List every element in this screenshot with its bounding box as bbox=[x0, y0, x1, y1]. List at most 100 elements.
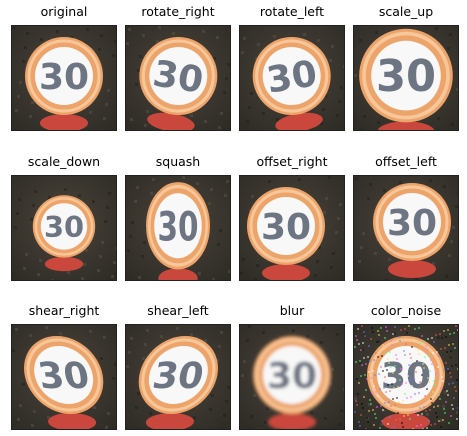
sign-image: 30 bbox=[353, 324, 459, 430]
color-noise-pixel bbox=[417, 349, 419, 351]
sign-digits: 30 bbox=[44, 210, 84, 244]
background-speckle bbox=[432, 262, 435, 265]
color-noise-pixel bbox=[407, 375, 409, 377]
color-noise-pixel bbox=[430, 398, 432, 400]
color-noise-pixel bbox=[418, 392, 420, 394]
background-speckle bbox=[218, 345, 221, 348]
background-speckle bbox=[451, 342, 454, 345]
background-speckle bbox=[89, 111, 92, 114]
background-speckle bbox=[32, 204, 35, 207]
color-noise-pixel bbox=[451, 365, 453, 367]
color-noise-pixel bbox=[455, 364, 457, 366]
color-noise-pixel bbox=[418, 327, 420, 329]
color-noise-pixel bbox=[375, 417, 377, 419]
background-speckle bbox=[142, 357, 145, 360]
background-speckle bbox=[134, 200, 137, 203]
color-noise-pixel bbox=[452, 343, 454, 345]
color-noise-pixel bbox=[457, 407, 458, 409]
color-noise-pixel bbox=[366, 378, 368, 380]
background-speckle bbox=[56, 30, 59, 33]
background-speckle bbox=[242, 258, 245, 261]
background-speckle bbox=[193, 416, 196, 419]
color-noise-pixel bbox=[409, 353, 411, 355]
sign-group: 30 bbox=[359, 28, 453, 130]
background-speckle bbox=[241, 51, 244, 54]
color-noise-pixel bbox=[358, 343, 360, 345]
background-speckle bbox=[220, 331, 223, 334]
background-speckle bbox=[361, 348, 364, 351]
color-noise-pixel bbox=[425, 345, 427, 347]
sign-image: 30 bbox=[353, 175, 459, 281]
color-noise-pixel bbox=[406, 371, 408, 373]
background-speckle bbox=[18, 198, 21, 201]
background-speckle bbox=[136, 186, 139, 189]
background-speckle bbox=[37, 273, 40, 276]
sign-digits: 30 bbox=[35, 354, 93, 397]
sign-face bbox=[263, 346, 321, 404]
color-noise-pixel bbox=[447, 368, 449, 370]
color-noise-pixel bbox=[387, 358, 389, 360]
color-noise-pixel bbox=[388, 401, 390, 403]
background-speckle bbox=[363, 334, 366, 337]
sign-group: 30 bbox=[252, 37, 331, 130]
color-noise-pixel bbox=[398, 336, 400, 338]
color-noise-pixel bbox=[370, 377, 372, 379]
color-noise-pixel bbox=[448, 344, 450, 346]
panel-title: original bbox=[40, 4, 88, 19]
sign-group: 30 bbox=[253, 336, 331, 429]
color-noise-pixel bbox=[457, 368, 458, 370]
sign-group: 30 bbox=[139, 37, 218, 130]
background-speckle bbox=[225, 77, 228, 80]
sign-face bbox=[257, 197, 315, 255]
sign-face bbox=[148, 346, 208, 404]
background-speckle bbox=[456, 88, 458, 91]
background-speckle bbox=[128, 28, 131, 31]
sign-digits: 30 bbox=[264, 53, 320, 101]
color-noise-pixel bbox=[426, 427, 428, 429]
sign-ring-highlight bbox=[26, 338, 101, 412]
background-speckle bbox=[322, 327, 325, 330]
background-speckle bbox=[39, 259, 42, 262]
background-speckle bbox=[276, 118, 279, 121]
background-speckle bbox=[64, 188, 67, 191]
background-speckle bbox=[320, 341, 323, 344]
background-speckle bbox=[303, 33, 306, 36]
color-noise-pixel bbox=[354, 411, 356, 413]
background-speckle bbox=[437, 336, 440, 339]
color-noise-pixel bbox=[382, 370, 384, 372]
color-noise-pixel bbox=[365, 428, 367, 429]
background-speckle bbox=[241, 374, 244, 377]
color-noise-pixel bbox=[388, 362, 390, 364]
color-noise-pixel bbox=[424, 356, 426, 358]
background-speckle bbox=[449, 33, 452, 36]
color-noise-pixel bbox=[368, 410, 370, 412]
color-noise-pixel bbox=[402, 426, 404, 428]
background-speckle bbox=[324, 94, 327, 97]
background-speckle bbox=[141, 255, 144, 258]
background-speckle bbox=[45, 326, 48, 329]
panel-title: offset_right bbox=[256, 154, 328, 169]
color-noise-pixel bbox=[416, 425, 418, 427]
color-noise-pixel bbox=[441, 376, 443, 378]
color-noise-pixel bbox=[385, 352, 387, 354]
background-speckle bbox=[340, 86, 343, 89]
color-noise-pixel bbox=[384, 402, 386, 404]
color-noise-pixel bbox=[363, 331, 365, 333]
sign-group: 30 bbox=[146, 182, 210, 280]
sign-group: 30 bbox=[247, 187, 325, 280]
color-noise-pixel bbox=[374, 374, 376, 376]
background-speckle bbox=[337, 217, 340, 220]
color-noise-pixel bbox=[448, 383, 450, 385]
background-speckle bbox=[330, 266, 333, 269]
color-noise-pixel bbox=[438, 420, 440, 422]
color-noise-pixel bbox=[449, 372, 451, 374]
background-speckle bbox=[128, 351, 131, 354]
background-speckle bbox=[213, 57, 216, 60]
color-noise-pixel bbox=[423, 341, 425, 343]
color-noise-pixel bbox=[455, 325, 457, 327]
color-noise-pixel bbox=[364, 335, 366, 337]
sign-ring-highlight bbox=[148, 184, 208, 267]
sign-post bbox=[44, 256, 84, 272]
sign-face bbox=[262, 47, 321, 106]
color-noise-pixel bbox=[410, 357, 412, 359]
